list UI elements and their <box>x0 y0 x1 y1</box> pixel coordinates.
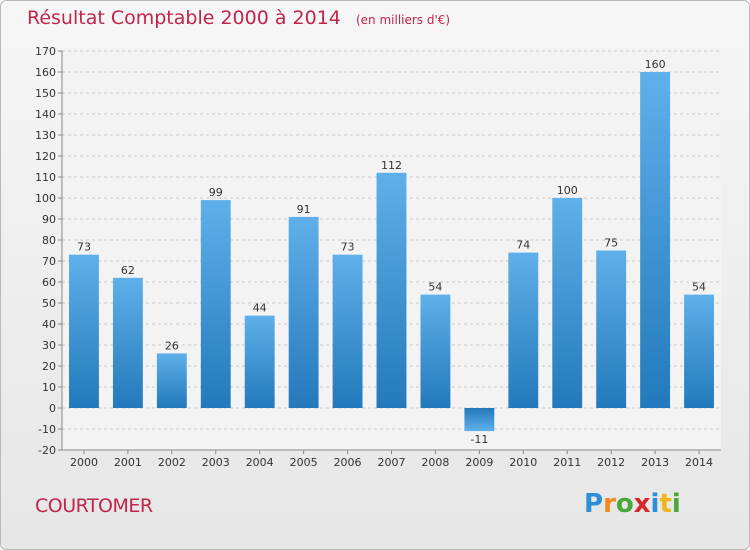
proxiti-logo: Proxiti <box>584 489 681 519</box>
y-tick-label: 90 <box>42 213 56 226</box>
data-label-2005: 91 <box>297 203 311 216</box>
logo-letter: x <box>633 489 651 519</box>
y-tick-label: 160 <box>35 66 56 79</box>
logo-letter: o <box>615 489 634 519</box>
data-label-2006: 73 <box>341 241 355 254</box>
y-tick-label: 50 <box>42 297 56 310</box>
x-tick-label-2007: 2007 <box>378 456 406 469</box>
data-label-2007: 112 <box>381 159 402 172</box>
x-tick-label-2012: 2012 <box>597 456 625 469</box>
data-label-2011: 100 <box>557 184 578 197</box>
x-tick-label-2005: 2005 <box>290 456 318 469</box>
title-row: Résultat Comptable 2000 à 2014 (en milli… <box>27 7 450 29</box>
logo-letter: i <box>650 489 660 519</box>
chart-subtitle: (en milliers d'€) <box>355 13 451 27</box>
x-tick-label-2003: 2003 <box>202 456 230 469</box>
bar-2012 <box>596 250 627 408</box>
bar-2008 <box>420 294 451 408</box>
y-tick-label: 60 <box>42 276 56 289</box>
y-tick-label: -10 <box>38 423 56 436</box>
logo-letter: r <box>603 489 616 519</box>
logo-letter: i <box>671 489 681 519</box>
bar-2002 <box>156 353 187 408</box>
y-tick-label: 140 <box>35 108 56 121</box>
bar-2000 <box>69 254 99 408</box>
bar-2011 <box>552 198 583 408</box>
bar-2005 <box>288 216 319 408</box>
y-tick-label: 130 <box>35 129 56 142</box>
y-tick-label: 30 <box>42 339 56 352</box>
x-tick-label-2008: 2008 <box>421 456 449 469</box>
axis-layer: -20 -10 0 10 20 30 40 50 60 70 80 90 100 110 120 130 140… <box>35 45 721 469</box>
label-layer: 73 62 26 99 44 91 73 112 54 -11 74 100 75 160 54 <box>77 58 706 446</box>
bar-2006 <box>332 254 363 408</box>
commune-name: COURTOMER <box>35 495 153 517</box>
x-tick-label-2010: 2010 <box>509 456 537 469</box>
y-tick-label: 170 <box>35 45 56 58</box>
bar-2009 <box>464 408 495 432</box>
x-tick-label-2006: 2006 <box>334 456 362 469</box>
x-tick-label-2013: 2013 <box>641 456 669 469</box>
data-label-2009: -11 <box>470 433 488 446</box>
y-tick-label: 120 <box>35 150 56 163</box>
bar-2014 <box>684 294 714 408</box>
data-label-2001: 62 <box>121 264 135 277</box>
data-label-2013: 160 <box>645 58 666 71</box>
bar-2010 <box>508 252 539 408</box>
logo-letter: P <box>584 489 604 519</box>
x-tick-label-2011: 2011 <box>553 456 581 469</box>
y-tick-label: 80 <box>42 234 56 247</box>
y-tick-label: -20 <box>38 444 56 457</box>
bar-2004 <box>244 315 275 408</box>
data-label-2008: 54 <box>428 281 442 294</box>
data-label-2014: 54 <box>692 281 706 294</box>
y-tick-label: 70 <box>42 255 56 268</box>
data-label-2004: 44 <box>253 302 267 315</box>
y-tick-label: 20 <box>42 360 56 373</box>
logo-letter: t <box>659 489 672 519</box>
y-tick-label: 110 <box>35 171 56 184</box>
x-tick-label-2009: 2009 <box>465 456 493 469</box>
bar-2001 <box>112 277 143 408</box>
x-tick-label-2004: 2004 <box>246 456 274 469</box>
chart-title: Résultat Comptable 2000 à 2014 <box>27 7 341 29</box>
data-label-2002: 26 <box>165 339 179 352</box>
x-tick-label-2002: 2002 <box>158 456 186 469</box>
y-tick-label: 10 <box>42 381 56 394</box>
y-tick-label: 150 <box>35 87 56 100</box>
x-tick-label-2000: 2000 <box>70 456 98 469</box>
data-label-2012: 75 <box>604 237 618 250</box>
data-label-2010: 74 <box>516 239 530 252</box>
data-label-2000: 73 <box>77 241 91 254</box>
y-tick-label: 100 <box>35 192 56 205</box>
bar-layer <box>69 72 714 432</box>
bar-2003 <box>200 200 231 408</box>
bar-2007 <box>376 172 407 408</box>
bar-2013 <box>640 72 671 408</box>
x-tick-label-2014: 2014 <box>685 456 713 469</box>
y-tick-label: 40 <box>42 318 56 331</box>
data-label-2003: 99 <box>209 186 223 199</box>
x-tick-label-2001: 2001 <box>114 456 142 469</box>
y-tick-label: 0 <box>49 402 56 415</box>
